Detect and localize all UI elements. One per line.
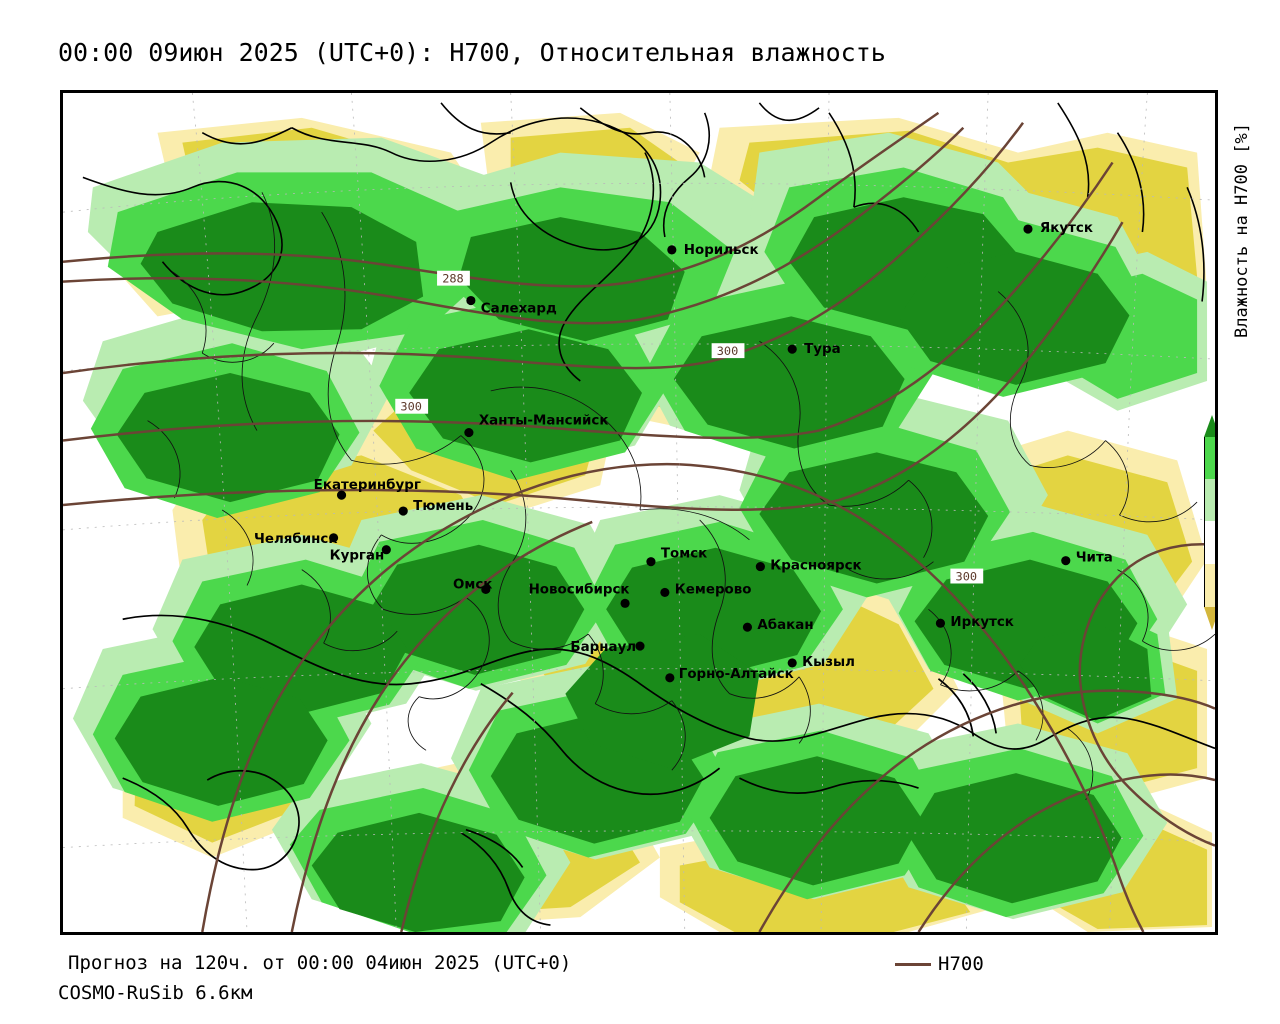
contour-label-background — [711, 343, 745, 359]
city-label: Курган — [330, 549, 385, 564]
contour-labels: 288 300 300 300 — [395, 270, 984, 584]
colorbar-segment — [1205, 521, 1215, 564]
colorbar: 9580604020 — [1198, 415, 1215, 630]
city-marker — [646, 557, 656, 567]
city-marker — [660, 587, 670, 597]
cities-layer: Якутск Норильск Салехард Тура Ханты-Мансийск… — [254, 221, 1113, 683]
city-label: Тура — [804, 342, 841, 357]
colorbar-segment — [1205, 437, 1215, 479]
city-label: Кызыл — [802, 655, 855, 670]
h700-line-swatch — [895, 962, 931, 966]
h700-legend-label: H700 — [938, 953, 984, 975]
city-label: Ханты-Мансийск — [479, 414, 609, 429]
country-border — [122, 614, 1215, 926]
city-marker — [466, 295, 476, 306]
city-marker — [635, 641, 645, 651]
city-marker — [1061, 556, 1071, 566]
city-label: Норильск — [684, 243, 759, 258]
contour-label: 300 — [400, 400, 422, 414]
colorbar-segment — [1205, 479, 1215, 521]
colorbar-segment — [1205, 564, 1215, 607]
city-label: Иркутск — [950, 615, 1014, 630]
city-label: Новосибирск — [529, 581, 630, 597]
contour-label: 288 — [442, 272, 464, 286]
city-label: Кемерово — [675, 582, 752, 597]
city-label: Томск — [661, 547, 707, 562]
h700-contours — [63, 111, 1215, 932]
city-marker — [787, 344, 797, 354]
map-canvas: 288 300 300 300 Якутск Норильск Салехард Тура Х… — [63, 93, 1215, 932]
city-label: Чита — [1076, 551, 1113, 566]
graticule — [63, 93, 1215, 932]
city-label: Тюмень — [413, 499, 473, 514]
city-marker — [667, 245, 677, 255]
model-info: COSMO-RuSib 6.6км — [58, 982, 253, 1004]
city-label: Якутск — [1040, 221, 1093, 236]
city-marker — [1023, 224, 1033, 234]
forecast-info: Прогноз на 120ч. от 00:00 04июн 2025 (UT… — [68, 952, 572, 974]
city-marker — [464, 428, 474, 438]
city-label: Екатеринбург — [314, 477, 421, 493]
coastline-borders — [82, 102, 1205, 382]
page-title: 00:00 09июн 2025 (UTC+0): H700, Относите… — [58, 38, 886, 67]
colorbar-arrow-bottom — [1204, 607, 1215, 630]
contour-label-background — [395, 398, 429, 414]
city-label: Салехард — [481, 301, 557, 316]
city-marker — [398, 506, 408, 516]
city-marker — [935, 618, 946, 628]
city-marker — [787, 658, 797, 668]
weather-map: 288 300 300 300 Якутск Норильск Салехард Тура Х… — [60, 90, 1218, 935]
city-label: Красноярск — [770, 559, 861, 574]
city-marker — [336, 490, 347, 500]
contour-label: 300 — [717, 344, 739, 358]
colorbar-axis-label: Влажность на H700 [%] — [1232, 123, 1252, 338]
city-marker — [665, 673, 675, 683]
city-marker — [481, 584, 491, 595]
colorbar-body — [1204, 437, 1215, 607]
city-label: Омск — [453, 577, 492, 592]
city-marker — [620, 598, 630, 608]
city-label: Челябинск — [254, 531, 338, 547]
city-label: Барнаул — [570, 640, 636, 655]
city-marker — [381, 545, 391, 555]
h700-legend: H700 — [895, 952, 984, 976]
city-marker — [329, 533, 339, 543]
city-marker — [755, 562, 765, 572]
city-label: Горно-Алтайск — [679, 667, 794, 682]
contour-label: 300 — [956, 570, 978, 584]
city-marker — [742, 622, 753, 632]
city-label: Абакан — [757, 617, 813, 633]
contour-label-background — [950, 568, 984, 584]
contour-label-background — [437, 270, 470, 286]
colorbar-arrow-top — [1204, 415, 1215, 437]
